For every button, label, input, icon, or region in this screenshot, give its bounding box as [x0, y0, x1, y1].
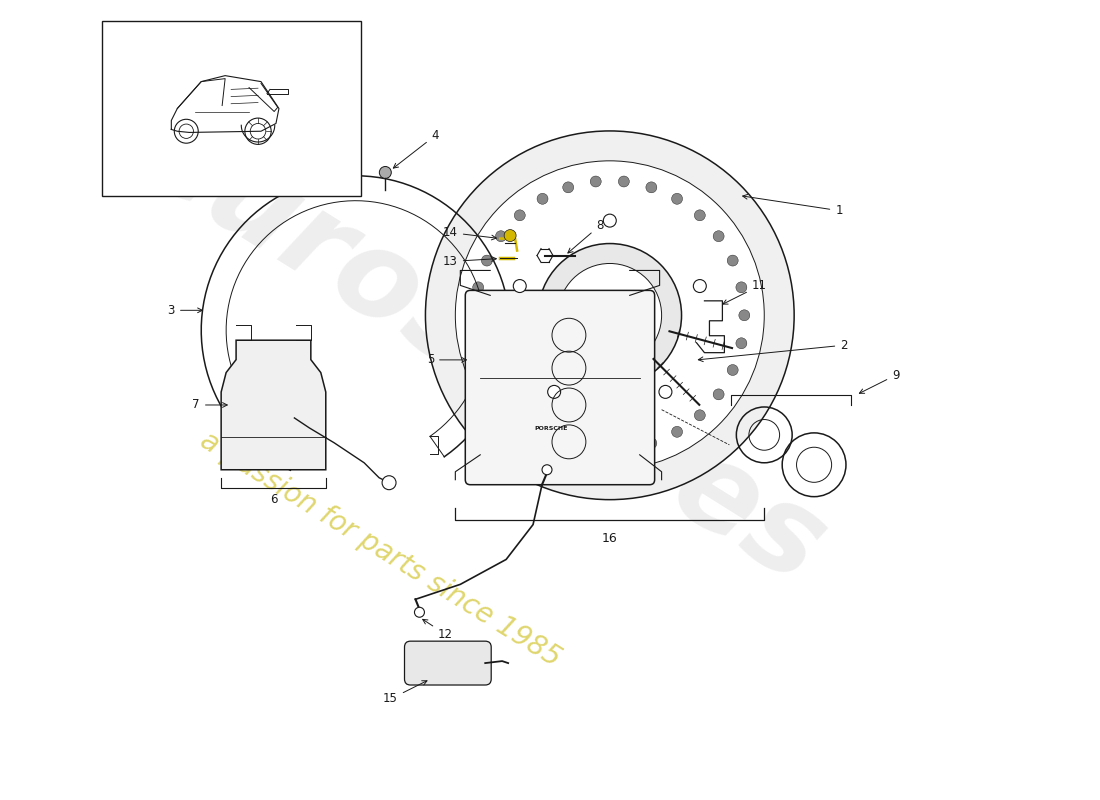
Polygon shape	[221, 340, 326, 470]
Circle shape	[618, 444, 629, 454]
Circle shape	[563, 438, 574, 449]
Circle shape	[646, 438, 657, 449]
Text: 2: 2	[698, 338, 848, 362]
Circle shape	[659, 386, 672, 398]
Text: 9: 9	[859, 369, 900, 394]
FancyBboxPatch shape	[405, 641, 492, 685]
Circle shape	[473, 338, 484, 349]
Circle shape	[603, 214, 616, 227]
Text: 4: 4	[394, 129, 439, 168]
Circle shape	[548, 386, 561, 398]
Circle shape	[563, 182, 574, 193]
Circle shape	[482, 365, 493, 375]
Circle shape	[504, 230, 516, 242]
Text: 11: 11	[723, 279, 767, 304]
Circle shape	[495, 230, 506, 242]
Circle shape	[470, 310, 481, 321]
Circle shape	[515, 410, 526, 421]
Circle shape	[558, 263, 661, 367]
Text: 16: 16	[602, 531, 618, 545]
Circle shape	[538, 243, 682, 387]
Circle shape	[426, 131, 794, 500]
Circle shape	[455, 161, 764, 470]
Text: 8: 8	[568, 219, 604, 253]
Text: a passion for parts since 1985: a passion for parts since 1985	[195, 426, 565, 673]
Circle shape	[672, 194, 682, 204]
Circle shape	[473, 282, 484, 293]
Text: 14: 14	[443, 226, 496, 240]
Circle shape	[495, 389, 506, 400]
Circle shape	[693, 279, 706, 293]
Circle shape	[514, 279, 526, 293]
Circle shape	[515, 210, 526, 221]
Text: euroSpares: euroSpares	[116, 92, 846, 609]
Circle shape	[727, 365, 738, 375]
Circle shape	[694, 210, 705, 221]
Circle shape	[537, 426, 548, 438]
Circle shape	[618, 176, 629, 187]
Circle shape	[415, 607, 425, 618]
Circle shape	[542, 465, 552, 474]
Text: 7: 7	[192, 398, 228, 411]
Circle shape	[537, 194, 548, 204]
FancyBboxPatch shape	[465, 290, 654, 485]
Circle shape	[713, 230, 724, 242]
Text: 1: 1	[742, 194, 843, 217]
Circle shape	[727, 255, 738, 266]
Bar	[101, 22, 361, 196]
Circle shape	[672, 426, 682, 438]
Circle shape	[482, 255, 493, 266]
Text: PORSCHE: PORSCHE	[535, 426, 568, 430]
Circle shape	[713, 389, 724, 400]
Circle shape	[736, 338, 747, 349]
Circle shape	[379, 166, 392, 178]
Circle shape	[739, 310, 750, 321]
Circle shape	[382, 476, 396, 490]
Text: 3: 3	[167, 304, 202, 317]
Circle shape	[591, 444, 602, 454]
Text: 5: 5	[427, 354, 466, 366]
Text: 13: 13	[443, 255, 496, 268]
Circle shape	[591, 176, 602, 187]
Circle shape	[736, 282, 747, 293]
Circle shape	[646, 182, 657, 193]
Text: 15: 15	[383, 681, 427, 706]
Text: 6: 6	[270, 493, 277, 506]
Text: 12: 12	[422, 619, 453, 641]
Circle shape	[694, 410, 705, 421]
